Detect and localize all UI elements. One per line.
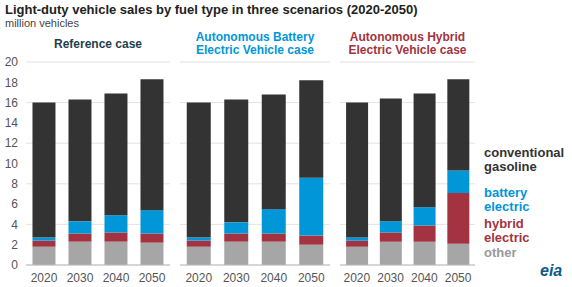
svg-text:6: 6 — [11, 197, 18, 211]
svg-text:2020: 2020 — [185, 271, 212, 285]
html-text:Reference case: Reference case — [54, 37, 142, 51]
html-text:Autonomous Battery Electric Ve: Autonomous Battery Electric Vehicle case — [195, 30, 315, 57]
html-text:conventional gasoline: conventional gasoline — [484, 145, 565, 174]
html-text:million vehicles: million vehicles — [5, 17, 79, 29]
svg-text:18: 18 — [8, 76, 18, 90]
svg-text:8: 8 — [11, 177, 18, 191]
svg-text:2020: 2020 — [344, 271, 371, 285]
svg-text:2050: 2050 — [139, 271, 166, 285]
html-text:eia: eia — [540, 262, 563, 279]
svg-text:2040: 2040 — [260, 271, 287, 285]
html-text:Autonomous Hybrid Electric Veh: Autonomous Hybrid Electric Vehicle case — [348, 30, 467, 57]
html-text:Light-duty vehicle sales by fu: Light-duty vehicle sales by fuel type in… — [5, 2, 418, 17]
html-text:other: other — [484, 245, 517, 260]
svg-text:12: 12 — [8, 136, 18, 150]
svg-text:2030: 2030 — [223, 271, 250, 285]
svg-text:2040: 2040 — [411, 271, 438, 285]
svg-text:16: 16 — [8, 96, 18, 110]
svg-text:2030: 2030 — [377, 271, 404, 285]
svg-text:14: 14 — [8, 116, 18, 130]
html-text:battery electric: battery electric — [484, 185, 530, 214]
svg-text:4: 4 — [11, 218, 18, 232]
svg-text:0: 0 — [11, 258, 18, 272]
svg-text:2050: 2050 — [298, 271, 325, 285]
html-text:hybrid electric: hybrid electric — [484, 216, 530, 245]
svg-text:2050: 2050 — [445, 271, 472, 285]
svg-text:10: 10 — [8, 157, 18, 171]
svg-text:2: 2 — [11, 238, 18, 252]
svg-text:2020: 2020 — [31, 271, 58, 285]
svg-text:2040: 2040 — [103, 271, 130, 285]
svg-text:20: 20 — [8, 55, 18, 69]
svg-text:2030: 2030 — [67, 271, 94, 285]
